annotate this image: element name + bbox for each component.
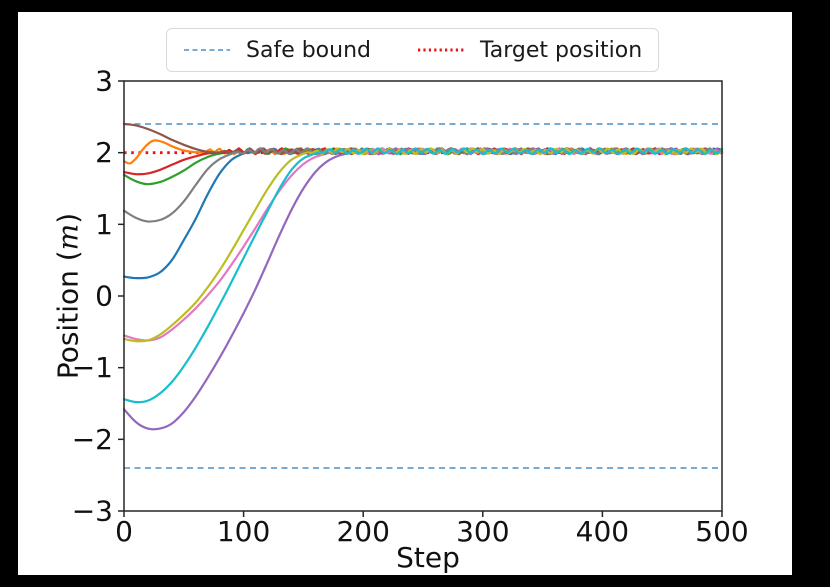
- trajectory-run-01: [122, 147, 722, 280]
- safe-bound-dashed-line-icon: [184, 49, 230, 51]
- y-axis-title: Position (m): [52, 213, 85, 379]
- x-axis-title: Step: [396, 541, 460, 574]
- legend-label-safe-bound: Safe bound: [246, 37, 371, 63]
- legend-label-target-position: Target position: [480, 37, 643, 63]
- legend-item-safe-bound: Safe bound: [183, 38, 371, 63]
- y-axis-title-part: Position (: [51, 250, 85, 380]
- axes-frame: [123, 80, 723, 512]
- x-tick-label: 0: [115, 515, 133, 548]
- y-axis-title-unit: m: [51, 223, 85, 251]
- y-tick-label: −3: [72, 495, 113, 528]
- figure-canvas: [18, 12, 792, 575]
- y-tick-label: −1: [72, 351, 113, 384]
- trajectory-run-09: [122, 147, 724, 343]
- legend-box: Safe bound Target position: [166, 28, 660, 72]
- trajectory-run-10: [122, 147, 724, 404]
- y-axis-title-part: ): [51, 212, 85, 224]
- trajectory-run-07: [122, 147, 724, 342]
- x-tick-label: 400: [576, 515, 629, 548]
- legend-item-target-position: Target position: [417, 38, 642, 63]
- x-tick-label: 500: [695, 515, 748, 548]
- x-tick-label: 100: [217, 515, 270, 548]
- y-tick-label: 2: [95, 136, 113, 169]
- x-tick-label: 300: [456, 515, 509, 548]
- x-tick-label: 200: [336, 515, 389, 548]
- target-dotted-line-icon: [418, 48, 464, 52]
- y-tick-label: 1: [95, 208, 113, 241]
- y-tick-label: 3: [95, 65, 113, 98]
- y-tick-label: 0: [95, 280, 113, 313]
- y-tick-label: −2: [72, 423, 113, 456]
